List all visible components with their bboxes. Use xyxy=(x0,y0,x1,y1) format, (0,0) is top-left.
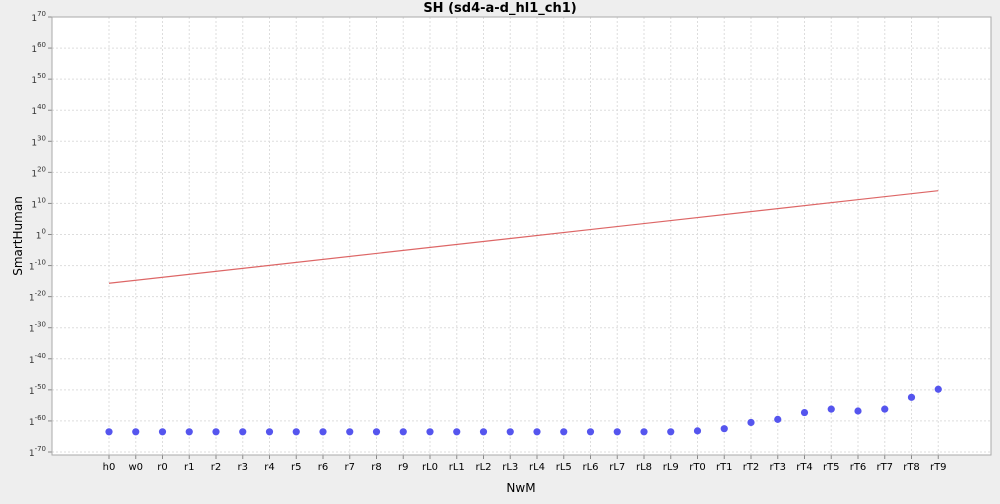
x-tick-label: r4 xyxy=(264,462,274,473)
data-point xyxy=(132,428,140,436)
y-tick-label: 170 xyxy=(31,10,46,24)
y-tick-label: 130 xyxy=(31,134,46,148)
y-tick-label: 1-50 xyxy=(29,383,46,397)
data-point xyxy=(774,415,782,423)
x-tick-label: rL5 xyxy=(556,462,572,473)
x-tick-label: h0 xyxy=(103,462,116,473)
y-tick-label: 110 xyxy=(31,196,46,210)
y-tick-label: 1-40 xyxy=(29,352,46,366)
x-tick-label: rT0 xyxy=(689,462,706,473)
data-point xyxy=(239,428,247,436)
data-point xyxy=(292,428,300,436)
x-axis-label: NwM xyxy=(506,481,535,495)
data-point xyxy=(854,407,862,415)
x-tick-label: r8 xyxy=(371,462,381,473)
trend-line-series xyxy=(108,190,939,284)
data-point xyxy=(346,428,354,436)
x-tick-label: rL8 xyxy=(636,462,652,473)
data-point xyxy=(640,428,648,436)
x-tick-label: rL6 xyxy=(582,462,598,473)
y-tick-label: 150 xyxy=(31,72,46,86)
x-tick-label: r0 xyxy=(157,462,167,473)
x-tick-label: rT2 xyxy=(743,462,760,473)
x-tick-label: rT7 xyxy=(876,462,893,473)
data-point xyxy=(212,428,220,436)
x-tick-label: r9 xyxy=(398,462,408,473)
x-tick-label: rT8 xyxy=(903,462,920,473)
data-point xyxy=(720,425,728,433)
plot-border xyxy=(51,16,992,456)
x-tick-label: rT5 xyxy=(823,462,840,473)
data-point xyxy=(399,428,407,436)
x-tick-label: r5 xyxy=(291,462,301,473)
point-series xyxy=(105,385,942,436)
data-point xyxy=(372,428,381,436)
data-point xyxy=(265,428,274,436)
data-point xyxy=(881,405,889,413)
x-tick-label: r1 xyxy=(184,462,194,473)
data-point xyxy=(479,428,488,436)
x-tick-label: rT1 xyxy=(716,462,733,473)
data-point xyxy=(934,385,942,393)
data-point xyxy=(827,405,835,413)
data-point xyxy=(158,428,167,436)
x-tick-label: w0 xyxy=(128,462,143,473)
x-tick-label: rL9 xyxy=(663,462,679,473)
y-tick-label: 1-10 xyxy=(29,259,46,273)
y-tick-label: 1-30 xyxy=(29,321,46,335)
trend-line xyxy=(108,190,939,284)
x-tick-label: rL7 xyxy=(609,462,625,473)
x-tick-label: r6 xyxy=(318,462,328,473)
data-point xyxy=(907,393,916,401)
data-point xyxy=(586,428,595,436)
data-point xyxy=(613,428,621,436)
data-point xyxy=(185,428,193,436)
y-tick-label: 1-70 xyxy=(29,445,46,459)
x-tick-label: r3 xyxy=(238,462,248,473)
x-tick-label: rT4 xyxy=(796,462,813,473)
x-tick-label: r2 xyxy=(211,462,221,473)
x-tick-label: rT6 xyxy=(850,462,867,473)
x-tick-label: rL1 xyxy=(449,462,465,473)
data-point xyxy=(800,408,809,417)
x-tick-label: r7 xyxy=(345,462,355,473)
x-tick-label: rL4 xyxy=(529,462,545,473)
y-tick-label: 140 xyxy=(31,103,46,117)
x-tick-label: rL3 xyxy=(502,462,518,473)
x-tick-label: rL2 xyxy=(475,462,491,473)
data-point xyxy=(693,427,702,435)
y-axis-label: SmartHuman xyxy=(11,196,25,276)
plot-area xyxy=(52,17,991,455)
x-axis-ticks: h0 w0 r0 r1 r2 r3 r4 r5 r6 r7 r8 r9 rL0 rL1 rL2 rL3 rL4 r… xyxy=(103,455,947,473)
x-tick-label: rT9 xyxy=(930,462,947,473)
data-point xyxy=(426,428,434,436)
y-tick-label: 120 xyxy=(31,165,46,179)
grid xyxy=(52,16,991,455)
data-point xyxy=(533,428,541,436)
data-point xyxy=(560,428,568,436)
y-tick-label: 10 xyxy=(36,228,46,242)
x-tick-label: rL0 xyxy=(422,462,438,473)
y-tick-label: 1-20 xyxy=(29,290,46,304)
data-point xyxy=(453,428,461,436)
data-point xyxy=(506,428,514,436)
data-point xyxy=(319,428,327,436)
y-axis-ticks: 170 160 150 140 130 120 110 10 1-10 1-20 1-30 1-40 1… xyxy=(29,10,52,459)
data-point xyxy=(747,418,755,427)
x-tick-label: rT3 xyxy=(769,462,786,473)
data-point xyxy=(667,428,675,436)
y-tick-label: 1-60 xyxy=(29,414,46,428)
y-tick-label: 160 xyxy=(31,41,46,55)
chart-title: SH (sd4-a-d_hl1_ch1) xyxy=(423,1,576,16)
data-point xyxy=(105,428,113,436)
